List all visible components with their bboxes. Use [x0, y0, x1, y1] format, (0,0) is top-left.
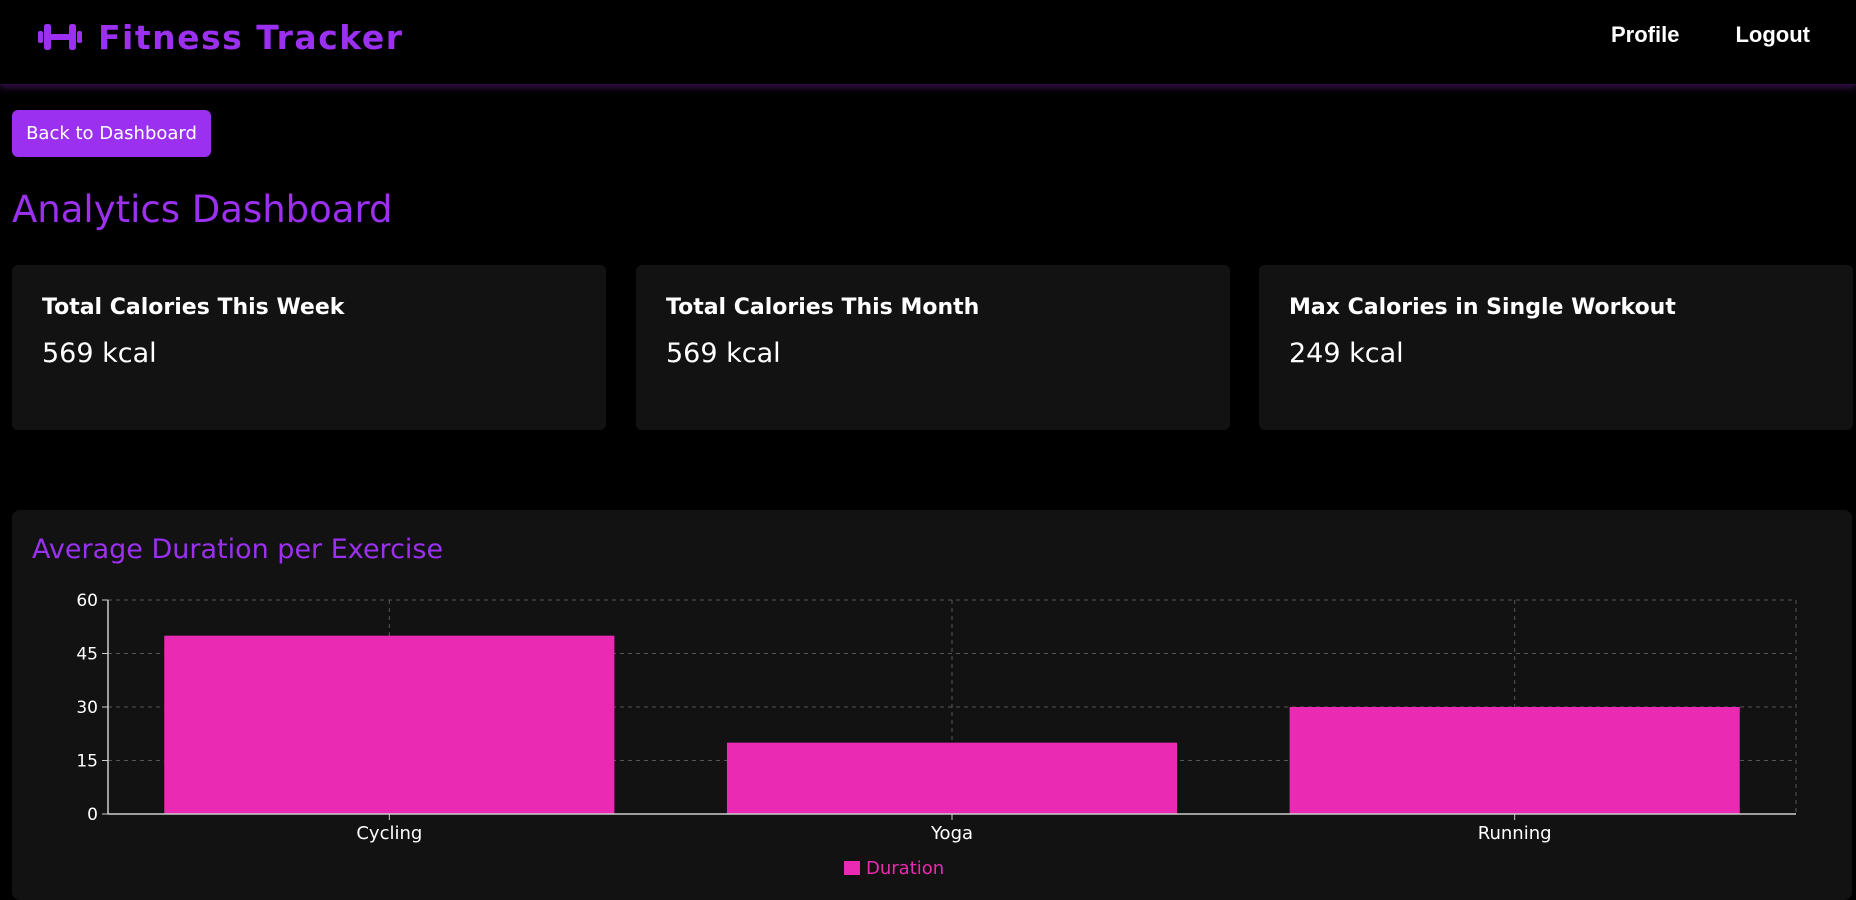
bar-cycling [164, 635, 615, 814]
y-tick-label: 15 [76, 752, 98, 772]
chart-title: Average Duration per Exercise [32, 534, 444, 565]
y-tick-label: 45 [76, 645, 98, 665]
nav-profile-link[interactable]: Profile [1611, 22, 1680, 47]
y-tick-label: 0 [87, 805, 98, 825]
bar-yoga [726, 742, 1178, 814]
stat-card-max-calories: Max Calories in Single Workout 249 kcal [1259, 265, 1853, 430]
chart-card: Average Duration per Exercise 0 15 30 45 60 C… [12, 510, 1852, 900]
page-title: Analytics Dashboard [12, 188, 393, 231]
stat-value: 569 kcal [42, 338, 157, 369]
stat-label: Total Calories This Month [666, 295, 980, 320]
stat-card-month-calories: Total Calories This Month 569 kcal [636, 265, 1230, 430]
brand-link[interactable]: Fitness Tracker [38, 15, 403, 59]
legend-label: Duration [866, 858, 944, 879]
legend-swatch [844, 861, 860, 875]
nav-links: Profile Logout [1611, 22, 1810, 48]
y-tick-label: 60 [76, 591, 98, 611]
brand-name: Fitness Tracker [98, 17, 404, 57]
x-tick-label: Yoga [930, 823, 973, 844]
y-tick-label: 30 [76, 698, 98, 718]
duration-bar-chart: 0 15 30 45 60 Cycling Yoga Running Duration [76, 591, 1797, 879]
stat-value: 249 kcal [1289, 338, 1404, 369]
x-tick-label: Running [1478, 823, 1552, 844]
stat-label: Max Calories in Single Workout [1289, 295, 1676, 320]
stat-label: Total Calories This Week [42, 295, 345, 320]
navbar: Fitness Tracker Profile Logout [0, 0, 1856, 85]
nav-logout-link[interactable]: Logout [1735, 22, 1810, 47]
back-to-dashboard-button[interactable]: Back to Dashboard [12, 110, 211, 157]
stat-value: 569 kcal [666, 338, 781, 369]
bar-running [1289, 707, 1740, 814]
stat-card-week-calories: Total Calories This Week 569 kcal [12, 265, 606, 430]
dumbbell-icon [38, 24, 82, 50]
x-tick-label: Cycling [356, 823, 422, 844]
